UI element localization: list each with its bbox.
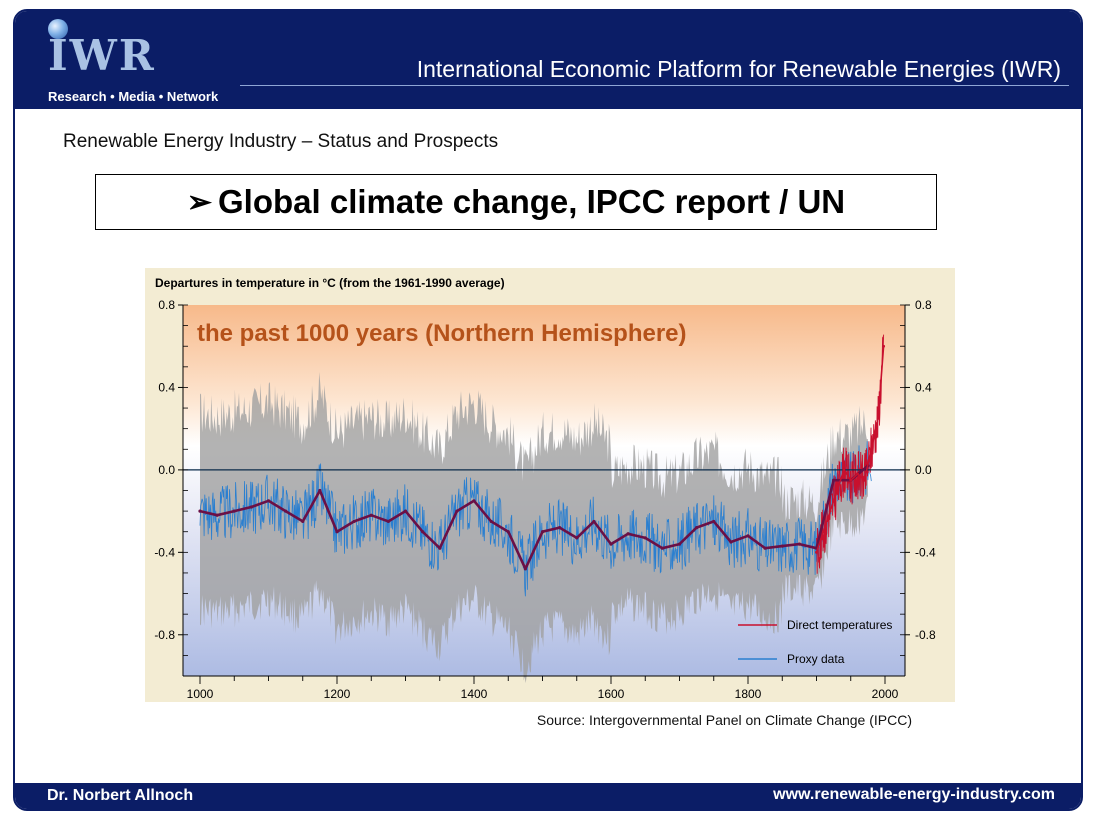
direct-temperature-point [863,478,866,482]
footer-website-link[interactable]: www.renewable-energy-industry.com [773,786,1055,803]
proxy-data-point [592,519,596,524]
proxy-data-point [335,530,339,534]
direct-temperature-point [856,472,859,476]
legend-entry: Direct temperatures [787,618,892,632]
proxy-data-point [677,542,682,546]
proxy-data-point [643,536,647,540]
proxy-data-point [626,532,630,536]
chart-source: Source: Intergovernmental Panel on Clima… [536,712,912,728]
footer-author: Dr. Norbert Allnoch [47,787,194,804]
series-layer [198,344,886,571]
footer-bar: Dr. Norbert Allnoch www.renewable-energy… [15,783,1081,809]
x-tick-label: 1800 [735,687,762,701]
y-tick-label-left: 0.4 [158,380,175,394]
x-tick-label: 1200 [324,687,351,701]
axes: 0.8 0.4 0.0 -0.4 -0.8 0.8 0.4 0.0 -0.4 -0.8 1000 12… [154,298,936,701]
proxy-data-point [729,540,733,544]
direct-temperature-point [815,550,818,554]
y-tick-label-right: -0.4 [915,545,936,559]
direct-temperature-point [835,489,839,492]
proxy-data-point [540,530,545,534]
direct-temperature-point [882,344,886,348]
direct-temperature-point [821,530,825,534]
temperature-chart: Departures in temperature in °C (from th… [145,268,955,702]
proxy-data-point [523,567,527,571]
proxy-data-point [780,544,784,548]
proxy-data-point [249,505,253,509]
proxy-data-point [712,519,716,524]
x-tick-label: 1600 [598,687,625,701]
y-tick-label-left: 0.0 [158,463,175,477]
y-tick-label-left: -0.4 [154,545,175,559]
proxy-data-point [506,530,510,534]
proxy-data-point [284,509,288,513]
y-tick-label-right: 0.4 [915,380,932,394]
proxy-data-point [386,519,390,524]
proxy-data-point [421,530,425,534]
direct-temperature-point [849,478,853,482]
x-tick-label: 2000 [872,687,899,701]
proxy-data-point [660,546,664,550]
globe-icon [48,19,68,39]
y-axis-label: Departures in temperature in °C (from th… [155,276,505,290]
header-bar: IWR Research • Media • Network Internati… [15,11,1081,109]
proxy-data-point [832,478,836,482]
logo-tagline: Research • Media • Network [48,89,219,104]
direct-temperature-point [869,447,873,451]
slide-subtitle: Renewable Energy Industry – Status and P… [63,131,499,152]
proxy-data-point [472,499,476,503]
direct-temperature-point [876,416,880,420]
proxy-data-point [455,509,459,513]
slide-frame: IWR Research • Media • Network Internati… [13,9,1083,811]
legend-entry: Proxy data [787,652,845,666]
chart-title: the past 1000 years (Northern Hemisphere… [197,320,687,347]
proxy-data-point [558,526,562,530]
proxy-data-point [301,519,305,524]
y-tick-label-left: -0.8 [154,628,175,642]
y-tick-label-right: -0.8 [915,628,936,642]
chart-svg: Departures in temperature in °C (from th… [145,268,955,702]
proxy-data-point [797,542,801,546]
slide-title: Global climate change, IPCC report / UN [218,183,846,220]
proxy-data-point [746,534,750,538]
proxy-data-point [438,546,442,550]
proxy-data-point [695,526,699,530]
y-tick-label-right: 0.0 [915,463,932,477]
y-tick-label-right: 0.8 [915,298,932,312]
proxy-data-line [199,464,869,571]
proxy-data-point [266,499,271,503]
proxy-data-point [403,509,408,513]
proxy-data-point [763,546,767,550]
arrow-bullet-icon: ➢ [186,185,212,219]
proxy-data-point [575,536,579,540]
proxy-data-trace [199,441,872,597]
x-tick-label: 1000 [187,687,214,701]
proxy-data-point [489,519,493,524]
proxy-noise [199,441,872,597]
direct-temperature-point [842,468,846,472]
logo: IWR [48,31,156,80]
slide-title-box: ➢ Global climate change, IPCC report / U… [95,174,937,230]
proxy-data-point [369,513,373,517]
direct-temperature-point [828,509,832,513]
x-tick-label: 1400 [461,687,488,701]
proxy-data-point [609,542,613,546]
y-tick-label-left: 0.8 [158,298,175,312]
proxy-data-point [352,519,356,524]
proxy-data-point [318,488,322,493]
header-divider [240,85,1069,86]
chart-legend: Direct temperatures Proxy data [738,618,892,666]
proxy-data-point [232,509,236,513]
header-title: International Economic Platform for Rene… [416,56,1061,82]
proxy-data-point [215,513,219,517]
proxy-data-point [198,509,202,513]
